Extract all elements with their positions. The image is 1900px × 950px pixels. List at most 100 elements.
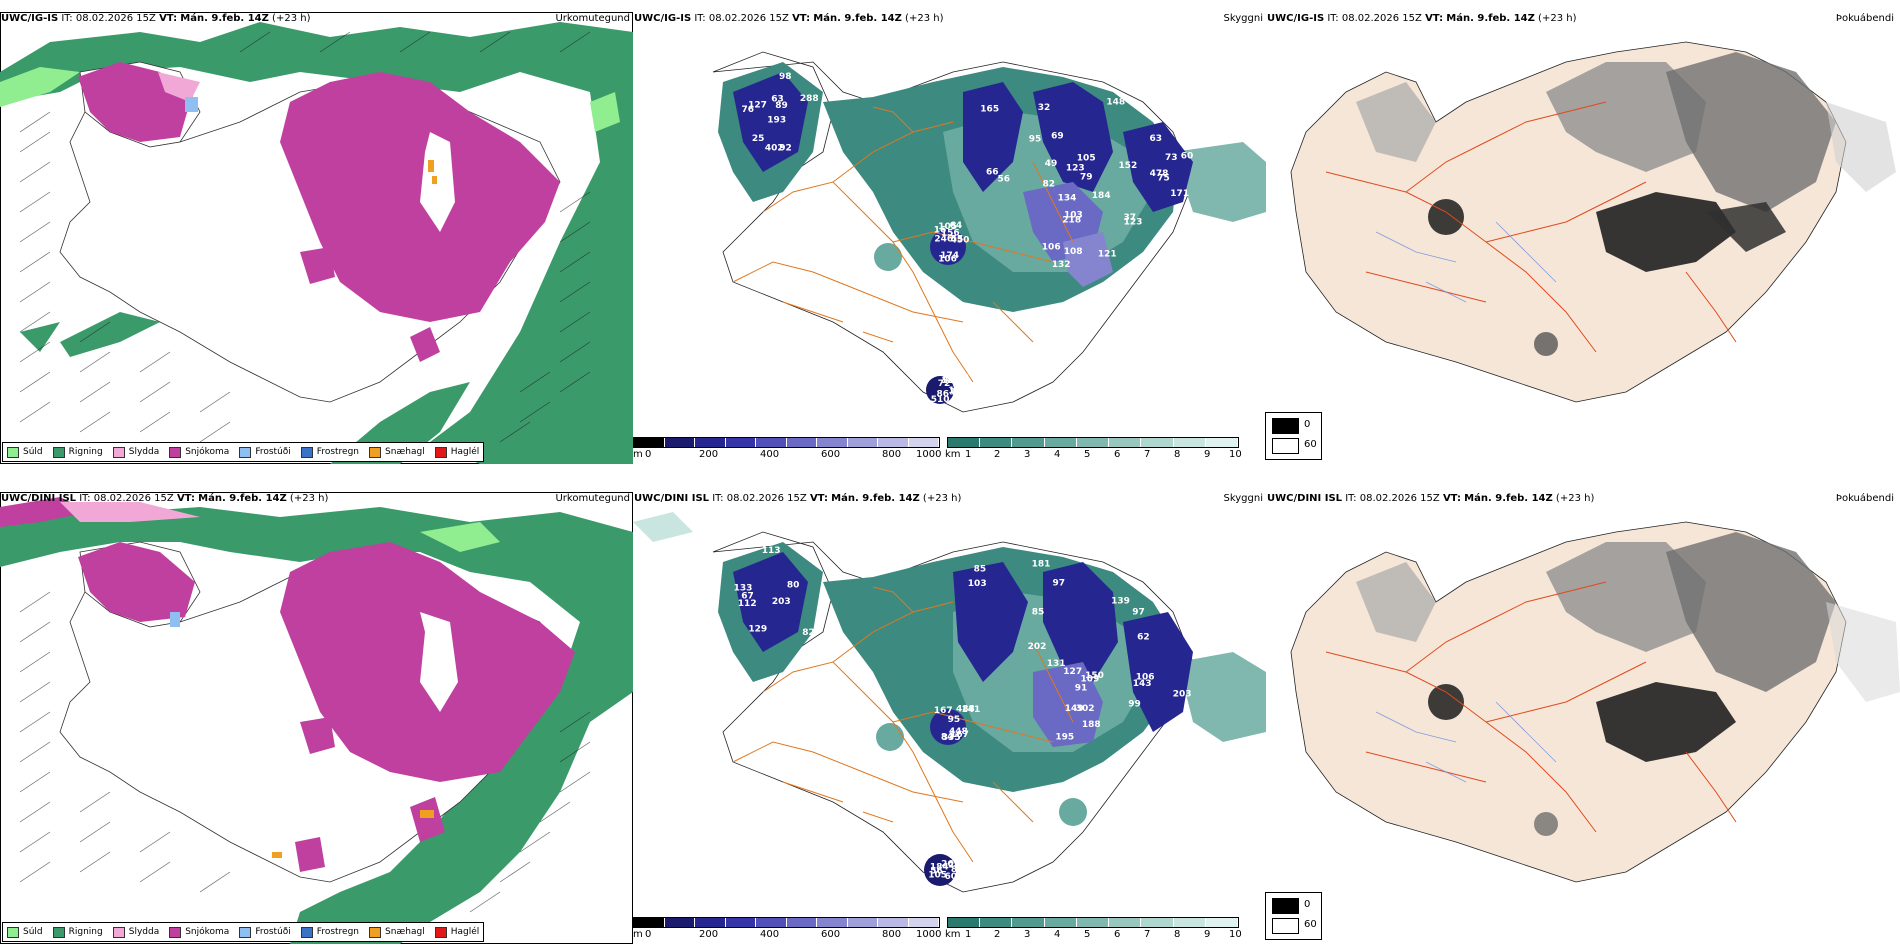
row1-panel1-product: Úrkomutegund [555, 13, 630, 24]
snow-elevation-label: 98 [942, 376, 955, 386]
snow-elevation-label: 16 [934, 225, 947, 235]
snow-elevation-label: 106 [1042, 242, 1061, 252]
snow-elevation-label: 80 [951, 865, 964, 875]
precip-legend: Súld Rigning Slydda Snjókoma Frostúði Fr… [2, 442, 485, 462]
row2-panel1-product: Úrkomutegund [555, 493, 630, 504]
snow-scale-unit: m [633, 929, 643, 940]
snow-scale-unit: m [633, 449, 643, 460]
snow-elevation-label: 86 [937, 390, 950, 400]
snow-elevation-label: 84 [941, 733, 954, 743]
snow-elevation-label: 73 [1165, 153, 1178, 163]
precip-type-map [0, 493, 633, 944]
snow-elevation-label: 203 [772, 597, 791, 607]
snow-elevation-label: 92 [779, 143, 792, 153]
snow-elevation-label: 202 [1028, 642, 1047, 652]
snow-elevation-label: 55 [951, 234, 964, 244]
snow-elevation-label: 113 [762, 546, 781, 556]
snow-elevation-label: 99 [1128, 700, 1141, 710]
snow-elevation-label: 448 [949, 727, 968, 737]
snow-tick: 0 [645, 929, 652, 940]
snow-elevation-label: 143 [1133, 679, 1152, 689]
fog-legend-white-label: 60 [1304, 439, 1317, 450]
snow-tick: 600 [821, 449, 841, 460]
fog-legend: 0 60 [1265, 892, 1322, 940]
snow-elevation-label: 129 [748, 625, 767, 635]
legend-item-snjokoma: Snjókoma [169, 446, 229, 458]
legend-item-haglel: Haglél [434, 926, 479, 938]
snow-elevation-label: 148 [1106, 98, 1125, 108]
snow-elevation-label: 174 [940, 251, 959, 261]
visibility-scale: km 1 2 3 4 5 6 7 8 9 10 [943, 437, 1263, 464]
row1-panel2-title: UWC/IG-IS IT: 08.02.2026 15Z VT: Mán. 9.… [634, 13, 944, 24]
snow-elevation-label: 181 [1032, 560, 1051, 570]
snow-tick: 1000 [916, 929, 942, 940]
snow-elevation-label: 25 [752, 134, 765, 144]
vis-tick: 6 [1114, 449, 1121, 460]
snow-elevation-label: 32 [1038, 103, 1051, 113]
snow-elevation-label: 288 [800, 94, 819, 104]
snow-elevation-label: 56 [930, 867, 943, 877]
snow-elevation-label: 133 [734, 584, 753, 594]
vis-tick: 2 [994, 929, 1001, 940]
snow-elevation-label: 253 [950, 373, 969, 383]
snow-elevation-label: 95 [948, 715, 961, 725]
snow-elevation-label: 60 [1181, 151, 1194, 161]
snow-elevation-label: 105 [1077, 153, 1096, 163]
legend-item-frostregn: Frostregn [300, 446, 359, 458]
snow-elevation-label: 56 [998, 175, 1011, 185]
snow-elevation-label: 69 [1051, 131, 1064, 141]
snow-elevation-label: 106 [1136, 673, 1155, 683]
snow-elevation-label: 246 [934, 234, 953, 244]
legend-item-haglel: Haglél [434, 446, 479, 458]
snow-tick: 400 [760, 449, 780, 460]
legend-item-sudl: Súld [7, 926, 43, 938]
snow-elevation-label: 123 [1124, 218, 1143, 228]
snow-elevation-label: 218 [1062, 216, 1081, 226]
snow-elevation-label: 97 [1132, 608, 1145, 618]
snow-elevation-label: 171 [1170, 189, 1189, 199]
snow-elevation-label: 105 [928, 870, 947, 880]
row1-fog-panel: UWC/IG-IS IT: 08.02.2026 15Z VT: Mán. 9.… [1266, 12, 1900, 464]
snow-elevation-label: 335 [942, 733, 961, 743]
vis-tick: 7 [1144, 449, 1151, 460]
snow-elevation-labels: 193 165 103 37 55 86 98 32 79 75 105 83 76 148 218 73 10… [742, 72, 1194, 405]
snow-tick: 800 [882, 449, 902, 460]
snow-elevation-label: 105 [938, 222, 957, 232]
visibility-scale: km 1 2 3 4 5 6 7 8 9 10 [943, 917, 1263, 944]
row2-panel3-title: UWC/DINI ISL IT: 08.02.2026 15Z VT: Mán.… [1267, 493, 1595, 504]
fog-index-map [1290, 521, 1900, 883]
vis-tick: 10 [1229, 929, 1242, 940]
snow-elevation-label: 63 [771, 95, 784, 105]
row1-panel2-product: Skyggni [1223, 13, 1263, 24]
snow-elevation-label: 488 [956, 705, 975, 715]
visibility-map [633, 512, 1266, 893]
vis-tick: 10 [1229, 449, 1242, 460]
fog-legend-black-label: 0 [1304, 419, 1311, 430]
visibility-map [712, 51, 1266, 413]
snow-elevation-label: 165 [980, 104, 999, 114]
snow-tick: 600 [821, 929, 841, 940]
legend-item-frostregn: Frostregn [300, 926, 359, 938]
snow-elevation-label: 129 [1176, 609, 1195, 619]
snow-elevation-label: 263 [941, 859, 960, 869]
vis-tick: 7 [1144, 929, 1151, 940]
snow-elevation-label: 127 [1063, 667, 1082, 677]
snow-elevation-label: 131 [1047, 659, 1066, 669]
legend-item-snaehagl: Snæhagl [369, 926, 425, 938]
snow-elevation-label: 138 [948, 386, 967, 396]
snow-elevation-label: 75 [1157, 174, 1170, 184]
vis-scale-unit: km [945, 449, 961, 460]
vis-tick: 6 [1114, 929, 1121, 940]
snow-elevation-label: 139 [1111, 596, 1130, 606]
snow-elevation-label: 510 [931, 395, 950, 405]
snow-elevation-label: 83 [954, 875, 967, 885]
snow-elevation-label: 402 [765, 144, 784, 154]
snow-elevation-label: 83 [956, 394, 969, 404]
vis-tick: 9 [1204, 449, 1211, 460]
snow-tick: 800 [882, 929, 902, 940]
snow-elevation-label: 67 [741, 591, 754, 601]
snow-tick: 200 [699, 929, 719, 940]
vis-scale-unit: km [945, 929, 961, 940]
snow-tick: 200 [699, 449, 719, 460]
snow-elevation-label: 80 [787, 580, 800, 590]
